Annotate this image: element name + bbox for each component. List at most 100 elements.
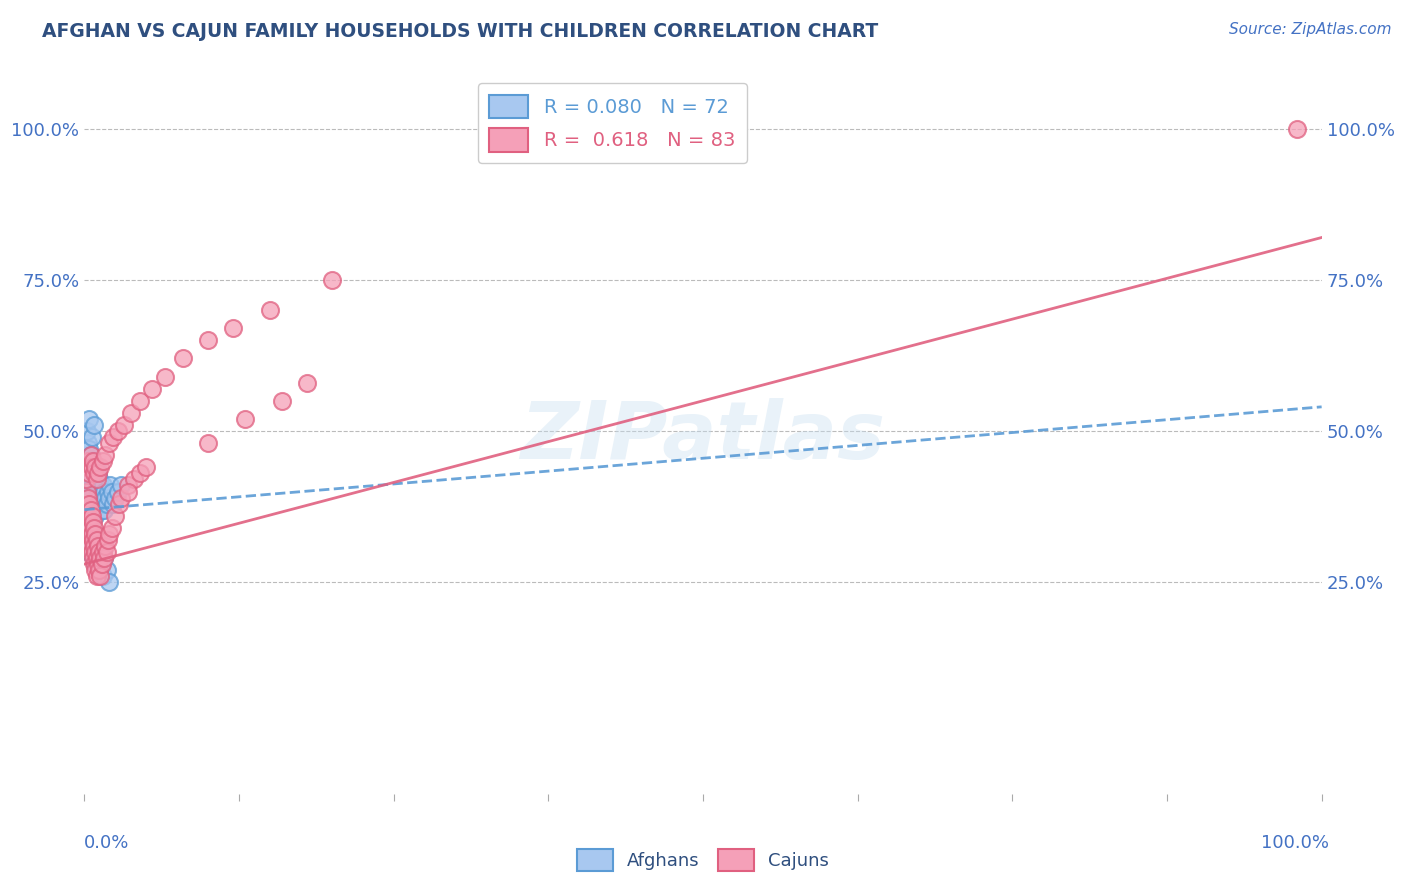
Point — [87, 557, 110, 571]
Point — [79, 467, 101, 481]
Point — [129, 467, 152, 481]
Point — [86, 460, 108, 475]
Point — [79, 497, 101, 511]
Point — [83, 417, 105, 432]
Point — [77, 436, 100, 450]
Point — [84, 557, 107, 571]
Point — [104, 508, 127, 523]
Point — [89, 545, 111, 559]
Point — [93, 502, 115, 516]
Point — [93, 484, 115, 499]
Point — [79, 521, 101, 535]
Point — [82, 515, 104, 529]
Point — [86, 551, 108, 566]
Point — [76, 521, 98, 535]
Point — [108, 497, 131, 511]
Point — [89, 472, 111, 486]
Point — [97, 533, 120, 547]
Point — [83, 502, 105, 516]
Point — [84, 472, 107, 486]
Point — [79, 502, 101, 516]
Point — [77, 472, 100, 486]
Point — [86, 545, 108, 559]
Point — [96, 563, 118, 577]
Point — [101, 430, 124, 444]
Point — [129, 393, 152, 408]
Point — [82, 551, 104, 566]
Point — [98, 478, 121, 492]
Point — [259, 303, 281, 318]
Point — [84, 491, 107, 505]
Point — [295, 376, 318, 390]
Point — [83, 521, 105, 535]
Point — [112, 417, 135, 432]
Point — [79, 478, 101, 492]
Point — [79, 448, 101, 462]
Point — [80, 454, 103, 468]
Point — [89, 551, 111, 566]
Point — [75, 472, 97, 486]
Point — [172, 351, 194, 366]
Point — [101, 497, 124, 511]
Point — [271, 393, 294, 408]
Point — [80, 472, 103, 486]
Point — [89, 563, 111, 577]
Point — [75, 467, 97, 481]
Point — [83, 539, 105, 553]
Point — [76, 460, 98, 475]
Point — [89, 460, 111, 475]
Point — [90, 502, 112, 516]
Point — [80, 526, 103, 541]
Point — [90, 557, 112, 571]
Point — [76, 502, 98, 516]
Point — [76, 460, 98, 475]
Point — [98, 491, 121, 505]
Point — [90, 484, 112, 499]
Point — [75, 497, 97, 511]
Point — [75, 515, 97, 529]
Point — [153, 369, 176, 384]
Point — [80, 491, 103, 505]
Point — [91, 454, 114, 468]
Point — [197, 334, 219, 348]
Point — [98, 436, 121, 450]
Point — [97, 484, 120, 499]
Point — [77, 454, 100, 468]
Point — [77, 508, 100, 523]
Point — [91, 497, 114, 511]
Point — [84, 563, 107, 577]
Point — [79, 460, 101, 475]
Point — [87, 467, 110, 481]
Point — [83, 484, 105, 499]
Point — [94, 539, 117, 553]
Point — [89, 478, 111, 492]
Legend: Afghans, Cajuns: Afghans, Cajuns — [569, 842, 837, 879]
Point — [84, 526, 107, 541]
Point — [82, 454, 104, 468]
Point — [89, 569, 111, 583]
Point — [79, 533, 101, 547]
Point — [141, 382, 163, 396]
Text: ZIPatlas: ZIPatlas — [520, 398, 886, 476]
Point — [98, 575, 121, 590]
Point — [80, 508, 103, 523]
Point — [79, 545, 101, 559]
Point — [79, 448, 101, 462]
Point — [77, 454, 100, 468]
Point — [79, 484, 101, 499]
Point — [77, 526, 100, 541]
Point — [93, 551, 115, 566]
Point — [82, 497, 104, 511]
Point — [83, 467, 105, 481]
Point — [1285, 121, 1308, 136]
Point — [98, 526, 121, 541]
Point — [110, 478, 132, 492]
Point — [120, 406, 142, 420]
Point — [94, 491, 117, 505]
Point — [222, 321, 245, 335]
Point — [104, 491, 127, 505]
Point — [89, 539, 111, 553]
Point — [89, 563, 111, 577]
Point — [86, 478, 108, 492]
Point — [87, 502, 110, 516]
